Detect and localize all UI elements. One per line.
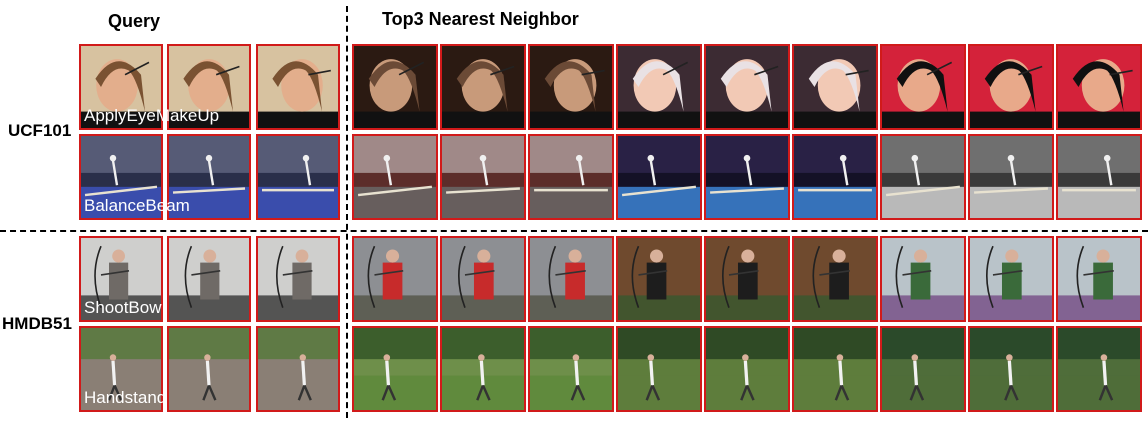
- neighbor-frame: [792, 236, 878, 322]
- neighbor-frame: [792, 134, 878, 220]
- neighbor-frame: [352, 236, 438, 322]
- neighbor-frame: [704, 44, 790, 130]
- class-label: Handstand: [84, 388, 167, 407]
- neighbors-header: Top3 Nearest Neighbor: [382, 9, 579, 29]
- neighbor-frame: [616, 134, 702, 220]
- class-label: ShootBow: [84, 298, 162, 317]
- neighbor-frame: [528, 44, 614, 130]
- neighbor-frame: [792, 44, 878, 130]
- query-frame: [256, 134, 340, 220]
- neighbor-frame: [968, 326, 1054, 412]
- dataset-label-hmdb51: HMDB51: [2, 314, 72, 333]
- neighbor-frame: [880, 44, 966, 130]
- neighbor-frame: [440, 326, 526, 412]
- neighbor-frame: [704, 236, 790, 322]
- neighbor-frame: [704, 134, 790, 220]
- neighbor-frame: [1056, 134, 1142, 220]
- neighbor-frame: [528, 326, 614, 412]
- neighbor-frame: [352, 44, 438, 130]
- neighbor-frame: [440, 134, 526, 220]
- query-frame: [79, 236, 163, 322]
- neighbor-frame: [880, 134, 966, 220]
- neighbor-frame: [528, 236, 614, 322]
- query-frame: [167, 326, 251, 412]
- query-frame: [167, 236, 251, 322]
- neighbor-frame: [880, 326, 966, 412]
- neighbor-frame: [880, 236, 966, 322]
- class-label: ApplyEyeMakeUp: [84, 106, 220, 125]
- query-frame: [79, 134, 163, 220]
- query-frame: [256, 326, 340, 412]
- dataset-label-ucf101: UCF101: [8, 121, 72, 140]
- query-frame: [256, 236, 340, 322]
- query-header: Query: [108, 11, 161, 31]
- neighbor-frame: [616, 326, 702, 412]
- neighbor-frame: [616, 236, 702, 322]
- neighbor-frame: [968, 236, 1054, 322]
- query-frame: [167, 134, 251, 220]
- neighbor-frame: [352, 134, 438, 220]
- class-label: BalanceBeam: [84, 196, 190, 215]
- vertical-divider: [346, 6, 348, 418]
- query-frame: [79, 326, 163, 412]
- neighbor-frame: [440, 44, 526, 130]
- neighbor-frame: [1056, 236, 1142, 322]
- query-frame: [79, 44, 163, 130]
- neighbor-frame: [1056, 326, 1142, 412]
- neighbor-frame: [440, 236, 526, 322]
- query-frame: [256, 44, 340, 130]
- query-frame: [167, 44, 251, 130]
- neighbor-frame: [352, 326, 438, 412]
- neighbor-frame: [1056, 44, 1142, 130]
- neighbor-frame: [528, 134, 614, 220]
- neighbor-frame: [968, 134, 1054, 220]
- neighbor-frame: [792, 326, 878, 412]
- horizontal-divider: [0, 230, 1148, 232]
- neighbor-frame: [704, 326, 790, 412]
- neighbor-frame: [968, 44, 1054, 130]
- neighbor-frame: [616, 44, 702, 130]
